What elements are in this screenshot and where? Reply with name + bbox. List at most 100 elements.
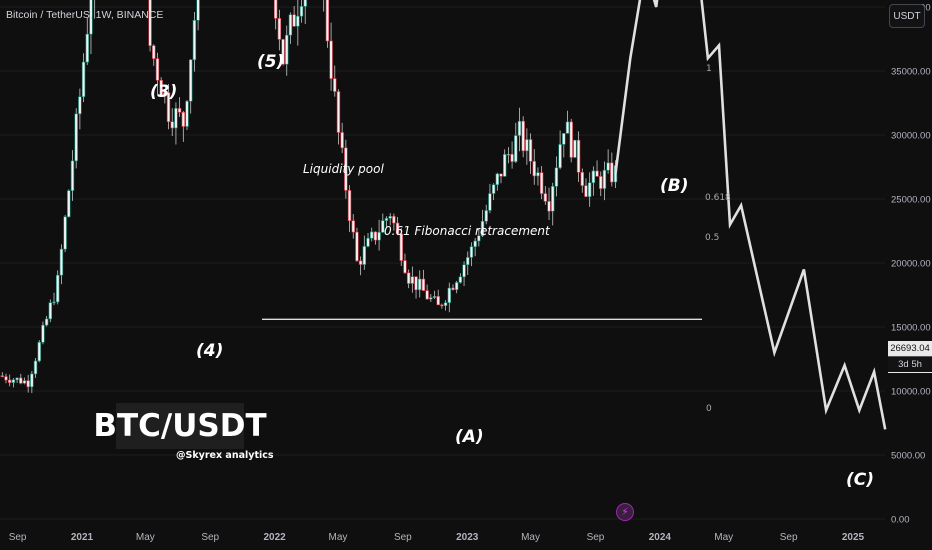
fib-0618-label: 0.618 (705, 193, 731, 203)
candle-body (418, 278, 422, 291)
candle-body (403, 260, 407, 274)
x-tick-label: May (136, 532, 155, 543)
candle-body (362, 246, 367, 265)
fib-zone-label: 0.61 Fibonacci retracement (384, 224, 550, 238)
candle-body (462, 264, 466, 278)
candle-body (414, 276, 418, 291)
author-credit: @Skyrex analytics (176, 450, 274, 461)
candle-body (539, 172, 544, 194)
candle-body (196, 0, 200, 21)
y-axis: 75000.0070000.0065000.0060000.0055000.00… (891, 3, 931, 526)
candle-body (281, 39, 285, 65)
y-tick-label: 30000.00 (891, 131, 931, 142)
candle-body (370, 231, 374, 239)
candle-body (421, 278, 426, 291)
fib-05-label: 0.5 (705, 233, 720, 243)
candle-body (432, 296, 437, 298)
candle-body (451, 287, 455, 290)
x-tick-label: Sep (201, 532, 219, 543)
chart-title: Bitcoin / TetherUS, 1W, BINANCE (6, 9, 164, 21)
candle-body (477, 235, 481, 242)
bar-countdown: 3d 5h (888, 356, 932, 372)
wave-4-label: (4) (196, 341, 224, 361)
candle-body (521, 120, 525, 152)
candle-body (384, 218, 389, 221)
candle-body (466, 257, 470, 266)
candle-body (495, 173, 500, 185)
candle-body (148, 0, 152, 46)
projection-path (614, 0, 887, 430)
candle-body (63, 216, 67, 250)
candle-body (67, 190, 71, 218)
candle-body (299, 6, 304, 17)
wave-5-label: (5) (257, 52, 285, 72)
x-tick-label: Sep (587, 532, 605, 543)
candle-body (525, 139, 529, 152)
candle-body (606, 162, 610, 171)
candle-body (488, 193, 492, 211)
candle-body (44, 318, 49, 326)
candle-body (74, 113, 78, 162)
x-tick-label: 2023 (456, 532, 479, 543)
candle-body (11, 379, 16, 383)
x-tick-label: May (328, 532, 347, 543)
x-tick-label: May (521, 532, 540, 543)
candle-body (499, 173, 503, 177)
wave-3-label: (3) (150, 82, 178, 102)
candle-body (484, 210, 488, 222)
candle-body (558, 144, 562, 169)
candlestick-series (0, 0, 618, 394)
candle-body (192, 20, 197, 61)
candle-body (480, 220, 485, 237)
y-tick-label: 0.00 (891, 515, 910, 526)
candle-body (573, 139, 577, 158)
x-tick-label: 2022 (263, 532, 286, 543)
candle-body (543, 193, 548, 202)
candle-body (185, 101, 189, 127)
candle-body (554, 167, 559, 187)
candle-body (584, 185, 588, 197)
y-tick-label: 5000.00 (891, 451, 925, 462)
candle-body (358, 260, 363, 265)
candle-body (547, 201, 551, 212)
candle-body (429, 297, 433, 300)
candle-body (392, 216, 396, 224)
candle-body (285, 34, 289, 65)
candle-body (565, 121, 570, 134)
candle-body (440, 304, 444, 307)
candle-body (562, 133, 566, 145)
fib-1-label: 1 (706, 64, 712, 74)
candle-body (48, 302, 53, 320)
candle-body (377, 231, 381, 241)
candle-body (536, 172, 540, 177)
y-tick-label: 10000.00 (891, 387, 931, 398)
x-tick-label: Sep (394, 532, 412, 543)
candle-body (454, 282, 459, 290)
candle-body (436, 296, 440, 306)
candle-body (181, 112, 186, 127)
candle-body (89, 0, 93, 35)
currency-button[interactable]: USDT (889, 4, 925, 28)
candle-body (33, 360, 38, 375)
candle-body (81, 61, 86, 98)
x-tick-label: 2021 (71, 532, 94, 543)
candle-body (303, 0, 307, 7)
candle-body (473, 240, 477, 247)
candle-body (351, 220, 355, 233)
candle-body (56, 274, 60, 303)
candle-body (347, 190, 352, 221)
candle-body (587, 182, 592, 197)
last-price-value: 26693.04 (890, 343, 930, 354)
candle-body (569, 121, 573, 158)
candle-body (410, 276, 415, 284)
lightning-icon[interactable]: ⚡ (616, 503, 634, 521)
candle-body (551, 186, 555, 212)
candle-body (388, 216, 392, 219)
candle-body (41, 324, 45, 343)
candle-body (19, 377, 23, 384)
candle-body (189, 59, 193, 102)
x-tick-label: 2025 (842, 532, 865, 543)
candle-body (443, 302, 448, 306)
candle-body (296, 15, 300, 27)
